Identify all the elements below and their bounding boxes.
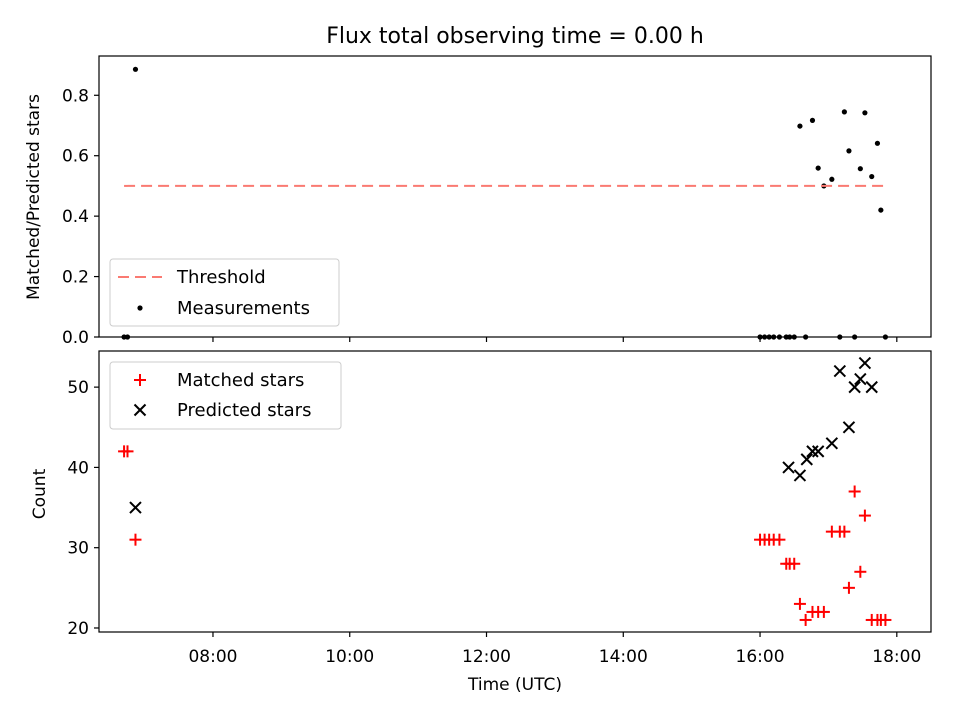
measurement-point <box>878 207 884 213</box>
matched-star-point <box>879 613 892 626</box>
bottom-y-axis: 20 30 40 50 <box>67 378 99 639</box>
y-tick-label: 0.0 <box>62 328 89 348</box>
measurement-point <box>815 165 821 171</box>
measurement-point <box>874 140 881 146</box>
top-y-axis: 0.0 0.2 0.4 0.6 0.8 <box>62 86 99 348</box>
bottom-x-axis: 08:00 10:00 12:00 14:00 16:00 18:00 <box>188 632 921 667</box>
top-y-axis-label: Matched/Predicted stars <box>24 94 44 300</box>
matched-star-point <box>121 445 134 458</box>
x-tick-label: 18:00 <box>872 647 921 667</box>
matched-star-point <box>858 509 871 522</box>
measurement-point <box>869 173 875 180</box>
x-tick-label: 16:00 <box>736 647 785 667</box>
measurement-point <box>809 117 816 123</box>
measurement-point <box>841 109 847 115</box>
top-legend: Threshold Measurements <box>109 258 340 327</box>
y-tick-label: 0.8 <box>62 86 89 106</box>
top-x-ticks <box>212 337 898 342</box>
x-tick-label: 10:00 <box>325 647 374 667</box>
y-tick-label: 40 <box>67 458 89 478</box>
measurement-point <box>797 123 803 129</box>
legend-matched-marker <box>134 374 146 386</box>
predicted-star-point <box>865 380 878 394</box>
x-tick-label: 08:00 <box>188 647 237 667</box>
top-legend-box <box>109 258 340 327</box>
legend-matched-swatch <box>134 374 146 386</box>
y-tick-label: 30 <box>67 539 89 559</box>
bottom-axes-frame <box>98 350 932 633</box>
predicted-star-point <box>825 437 839 450</box>
legend-predicted-marker <box>133 403 147 417</box>
predicted-star-point <box>806 445 819 458</box>
x-axis-label: Time (UTC) <box>467 675 562 695</box>
matched-star-point <box>773 533 786 546</box>
predicted-star-point <box>782 461 795 474</box>
count-points <box>118 356 892 626</box>
matched-star-point <box>842 581 855 594</box>
matched-star-point <box>817 605 830 618</box>
y-tick-label: 0.2 <box>62 268 89 288</box>
x-tick-label: 12:00 <box>462 647 511 667</box>
predicted-star-point <box>800 453 813 466</box>
matched-star-point <box>854 565 867 578</box>
y-tick-label: 0.4 <box>62 207 89 227</box>
predicted-star-point <box>848 380 861 394</box>
top-plot: 0.00.20.40.60.8 Matched/Predicted stars … <box>24 55 932 348</box>
legend-measurements-swatch <box>137 305 143 311</box>
measurement-point <box>857 166 863 172</box>
predicted-star-point <box>842 421 856 434</box>
y-tick-label: 50 <box>67 378 89 398</box>
bottom-y-axis-label: Count <box>30 468 50 519</box>
predicted-star-point <box>858 356 872 370</box>
legend-predicted-label: Predicted stars <box>177 400 311 421</box>
legend-predicted-swatch <box>133 403 147 417</box>
y-tick-label: 0.6 <box>62 147 89 167</box>
matched-star-point <box>848 485 861 498</box>
legend-measurements-label: Measurements <box>177 298 310 319</box>
measurement-point <box>829 176 835 182</box>
measurement-point <box>132 66 139 72</box>
top-axes-frame <box>98 55 932 338</box>
measurement-point <box>846 148 852 154</box>
predicted-star-point <box>811 445 825 458</box>
matched-star-point <box>838 525 851 538</box>
x-tick-label: 14:00 <box>599 647 648 667</box>
matched-star-point <box>799 613 812 626</box>
matched-star-point <box>129 533 142 546</box>
predicted-star-point <box>129 501 142 514</box>
predicted-star-point <box>854 372 867 386</box>
predicted-star-point <box>833 364 847 378</box>
y-tick-label: 20 <box>67 619 89 639</box>
bottom-legend: Matched stars Predicted stars <box>109 361 342 430</box>
legend-matched-label: Matched stars <box>177 370 304 391</box>
measurement-point <box>862 110 868 116</box>
predicted-star-point <box>793 469 807 482</box>
measurement-points <box>121 66 889 340</box>
matched-star-point <box>793 597 806 610</box>
matched-star-point <box>788 557 801 570</box>
bottom-legend-box <box>109 361 342 430</box>
legend-threshold-label: Threshold <box>176 267 266 288</box>
chart-title: Flux total observing time = 0.00 h <box>326 24 704 49</box>
